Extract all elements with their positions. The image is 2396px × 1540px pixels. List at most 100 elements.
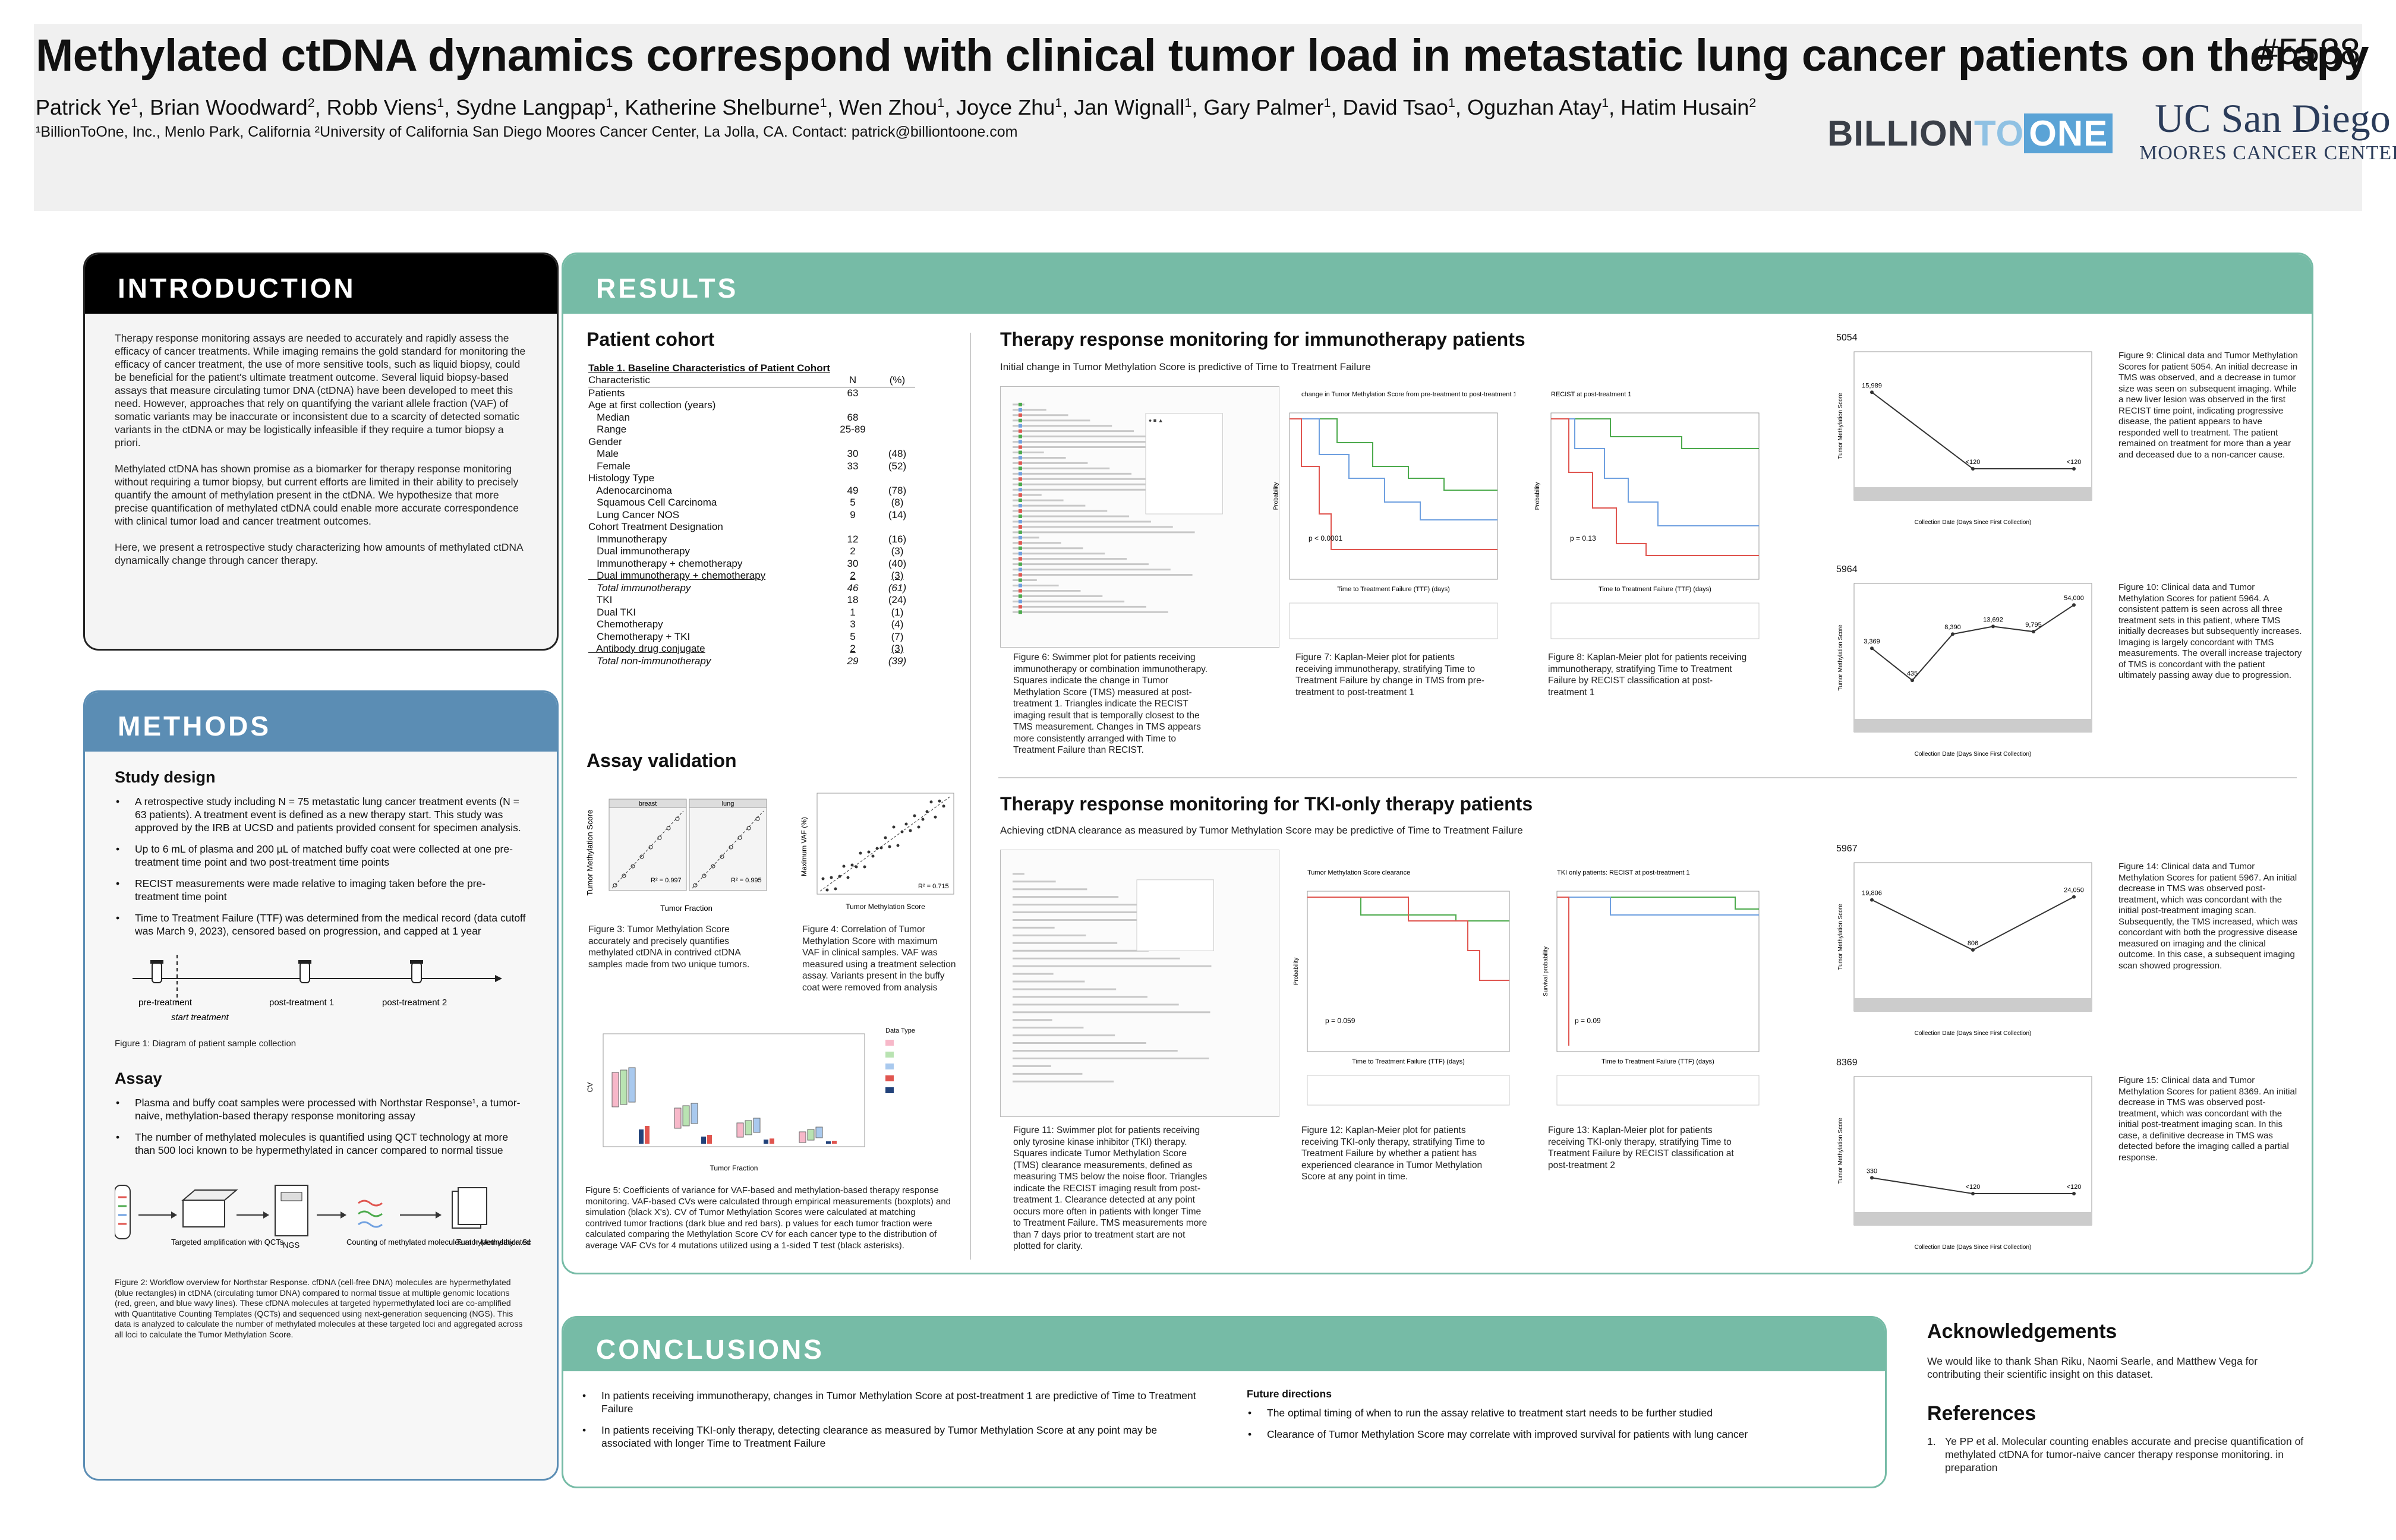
tms-point	[1870, 646, 1874, 651]
tube-icon	[150, 960, 163, 983]
tms-line	[1871, 604, 2075, 681]
tms-value-label: 330	[1867, 1167, 1877, 1175]
tms-change-marker	[1018, 440, 1022, 444]
tms-change-marker	[1018, 493, 1022, 497]
tms-value-label: <120	[2067, 459, 2082, 466]
cv-bar	[645, 1126, 650, 1144]
tms-point	[2072, 603, 2076, 607]
cv-box	[628, 1067, 636, 1103]
cv-box	[745, 1120, 752, 1135]
figure-8-km-plot: RECIST at post-treatment 1 p = 0.13 Time…	[1534, 391, 1760, 639]
patient-id: 5967	[1836, 844, 1858, 854]
scatter-point	[917, 825, 920, 829]
tms-value-label: 19,806	[1862, 890, 1882, 897]
cv-bar	[770, 1138, 774, 1144]
patient-id: 8369	[1836, 1058, 1858, 1068]
cv-box	[611, 1072, 619, 1107]
cv-box	[674, 1107, 682, 1129]
figure-3-caption: Figure 3: Tumor Methylation Score accura…	[588, 924, 750, 970]
conclusion-item: In patients receiving immunotherapy, cha…	[581, 1389, 1199, 1415]
svg-text:p = 0.059: p = 0.059	[1325, 1017, 1355, 1025]
author-name: Joyce Zhu1,	[956, 95, 1074, 119]
cv-bar	[639, 1129, 644, 1144]
cv-box	[691, 1103, 698, 1124]
scatter-point	[921, 818, 925, 821]
tms-point	[1971, 1192, 1975, 1196]
svg-text:Tumor Methylation Score: Tumor Methylation Score	[1837, 904, 1844, 970]
table-row: Chemotherapy 3 (4)	[588, 618, 904, 630]
tms-change-marker	[1018, 594, 1022, 598]
figure-12-km-plot: Tumor Methylation Score clearance p = 0.…	[1293, 869, 1510, 1106]
tms-change-marker	[1018, 562, 1022, 566]
figure-13-km-plot: TKI only patients: RECIST at post-treatm…	[1543, 869, 1760, 1106]
tms-point	[1971, 467, 1975, 471]
label-start-treatment: start treatment	[171, 1012, 229, 1023]
tms-value-label: <120	[1966, 459, 1981, 466]
scatter-point	[613, 883, 617, 888]
tms-change-marker	[1018, 551, 1022, 556]
figure-7-caption: Figure 7: Kaplan-Meier plot for patients…	[1295, 652, 1484, 698]
column-divider	[970, 333, 971, 1260]
author-list: Patrick Ye1, Brian Woodward2, Robb Viens…	[36, 95, 1756, 120]
scatter-point	[855, 865, 858, 869]
table-row: Dual immunotherapy 2 (3)	[588, 545, 904, 557]
scatter-point	[622, 873, 626, 878]
author-name: Sydne Langpap1,	[456, 95, 625, 119]
scatter-point	[909, 829, 912, 832]
tms-change-marker	[1018, 488, 1022, 492]
figure-5-caption: Figure 5: Coefficients of variance for V…	[585, 1185, 951, 1251]
figure-2-caption: Figure 2: Workflow overview for Northsta…	[115, 1277, 523, 1339]
svg-text:change in Tumor Methylation Sc: change in Tumor Methylation Score from p…	[1301, 391, 1515, 398]
svg-text:Probability: Probability	[1273, 482, 1279, 510]
tms-value-label: 806	[1968, 940, 1978, 947]
patient-tms-chart: Tumor Methylation Score Collection Date (…	[1837, 1076, 2092, 1251]
svg-text:Collection Date (Days Since Fi: Collection Date (Days Since First Collec…	[1915, 519, 2032, 526]
tms-change-marker	[1018, 413, 1022, 417]
scatter-point	[834, 887, 837, 891]
tms-change-marker	[1018, 472, 1022, 476]
svg-text:Collection Date (Days Since Fi: Collection Date (Days Since First Collec…	[1915, 751, 2032, 758]
tms-change-marker	[1018, 589, 1022, 593]
scatter-point	[900, 830, 904, 834]
figure-11-swimmer-plot	[1000, 850, 1279, 1117]
poster-number: #5588	[2258, 31, 2360, 72]
tms-change-marker	[1018, 519, 1022, 523]
svg-text:Tumor Methylation Score: Tumor Methylation Score	[585, 810, 594, 896]
scatter-point	[896, 844, 900, 847]
cv-box	[807, 1129, 815, 1141]
svg-text:Tumor Methylation Score: Tumor Methylation Score	[456, 1238, 531, 1246]
patient-caption: Figure 14: Clinical data and Tumor Methy…	[2118, 861, 2298, 971]
label-post-treatment-1: post-treatment 1	[269, 998, 334, 1008]
scatter-point	[755, 816, 760, 821]
list-item: The number of methylated molecules is qu…	[115, 1131, 527, 1157]
patient-caption: Figure 15: Clinical data and Tumor Methy…	[2118, 1075, 2297, 1163]
sample-collection-diagram: pre-treatment start treatment post-treat…	[133, 955, 502, 1023]
svg-text:Counting of methylated molecul: Counting of methylated molecules at hype…	[346, 1238, 531, 1246]
svg-text:Tumor Methylation Score: Tumor Methylation Score	[1837, 624, 1844, 691]
svg-text:Tumor Fraction: Tumor Fraction	[660, 904, 713, 913]
tms-change-marker	[1018, 429, 1022, 433]
tms-point	[1870, 1176, 1874, 1180]
tms-point	[2072, 895, 2076, 899]
tms-change-marker	[1018, 525, 1022, 529]
tms-point	[1911, 679, 1914, 683]
table-row: Range 25-89	[588, 424, 866, 435]
table-row: Age at first collection (years)	[588, 399, 716, 411]
patient-caption: Figure 10: Clinical data and Tumor Methy…	[2118, 582, 2302, 680]
tms-change-marker	[1018, 610, 1022, 614]
author-name: Oguzhan Atay1,	[1467, 95, 1621, 119]
author-name: David Tsao1,	[1342, 95, 1467, 119]
tms-point	[2072, 1192, 2076, 1196]
svg-text:Tumor Fraction: Tumor Fraction	[710, 1164, 758, 1172]
intro-paragraph-3: Here, we present a retrospective study c…	[115, 541, 523, 566]
svg-text:Tumor Methylation Score: Tumor Methylation Score	[1837, 1118, 1844, 1184]
svg-text:Probability: Probability	[1534, 482, 1541, 510]
scatter-point	[942, 804, 945, 808]
tube-rack-icon	[114, 1185, 131, 1239]
svg-text:Probability: Probability	[1293, 958, 1300, 986]
scatter-point	[830, 876, 833, 879]
workflow-diagram: Targeted amplification with QCTs NGS Cou…	[114, 1185, 544, 1249]
scatter-point	[825, 888, 829, 892]
conclusions-panel: CONCLUSIONS In patients receiving immuno…	[562, 1316, 1887, 1488]
svg-text:Time to Treatment Failure (TTF: Time to Treatment Failure (TTF) (days)	[1337, 586, 1450, 593]
